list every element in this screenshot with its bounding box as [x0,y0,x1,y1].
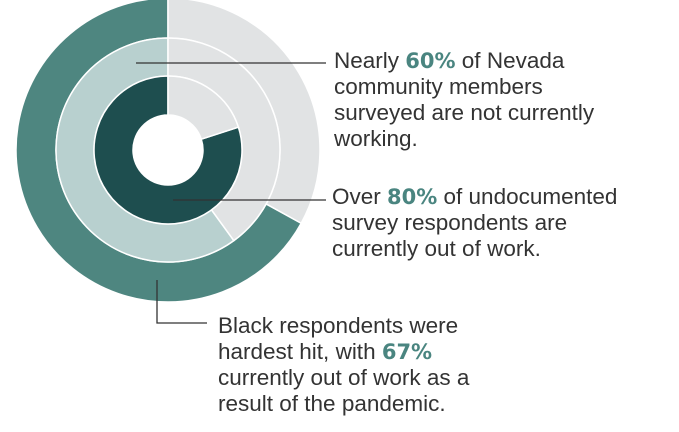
annotation-undocumented: Over 80% of undocumented survey responde… [332,184,618,261]
annotation-black-respondents: Black respondents were hardest hit, with… [218,313,470,416]
ring-undocumented-remainder [167,75,240,141]
leader-line-black [156,280,207,324]
pct-label-80: 80% [387,185,438,209]
pct-label-67: 67% [381,340,433,364]
ring-undocumented-value [93,75,243,225]
annotation-overall: Nearly 60% of Nevada community members s… [334,48,595,151]
pct-label-60: 60% [405,49,456,73]
